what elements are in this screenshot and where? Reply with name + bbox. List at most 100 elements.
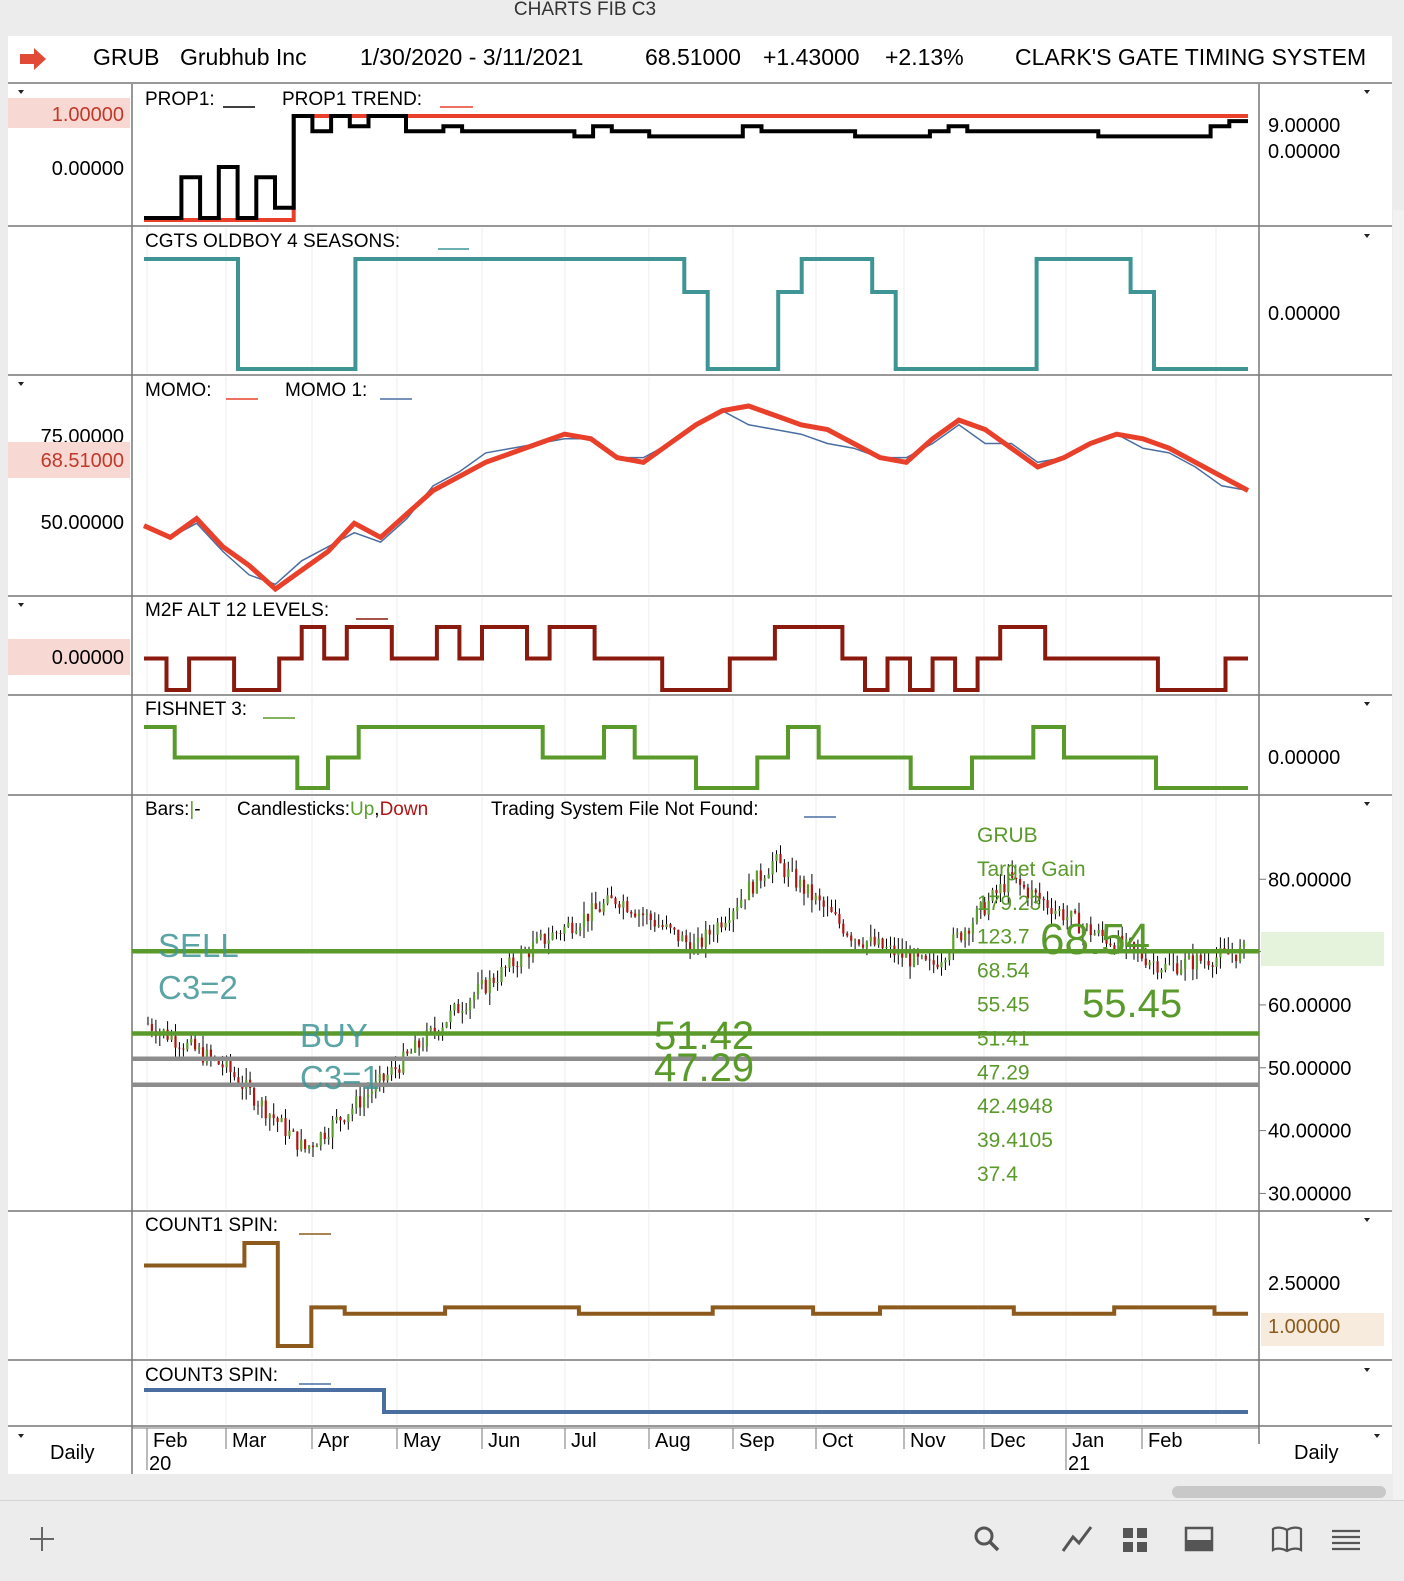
month-label: Dec [990, 1430, 1026, 1452]
fishnet-line [144, 725, 1248, 790]
m2f-label: M2F ALT 12 LEVELS: [145, 600, 329, 621]
collapse-triangle-icon[interactable] [1364, 1368, 1370, 1372]
month-label: Feb [153, 1430, 187, 1452]
target-list-item: GRUB [977, 824, 1038, 847]
target-list-item: 42.4948 [977, 1095, 1053, 1118]
level-label-51: 51.42 [654, 1014, 754, 1058]
momo-value-highlight [8, 442, 130, 478]
book-icon[interactable] [1267, 1519, 1307, 1559]
period-right[interactable]: Daily [1294, 1442, 1338, 1464]
month-label: Jun [488, 1430, 520, 1452]
panel-count1: COUNT1 SPIN: 2.50000 1.00000 [144, 1215, 1384, 1348]
grid-icon[interactable] [1115, 1519, 1155, 1559]
panel-m2f: 0.00000 M2F ALT 12 LEVELS: [8, 600, 1248, 692]
month-label: Feb [1148, 1430, 1182, 1452]
collapse-triangle-icon[interactable] [1364, 802, 1370, 806]
date-range: 1/30/2020 - 3/11/2021 [360, 44, 584, 70]
bars-swatch-dash: - [194, 799, 200, 820]
month-label: Jul [571, 1430, 597, 1452]
system-name: CLARK'S GATE TIMING SYSTEM [1015, 44, 1367, 70]
bars-swatch: | [189, 799, 194, 820]
month-label: Aug [655, 1430, 691, 1452]
oldboy-label: CGTS OLDBOY 4 SEASONS: [145, 231, 400, 252]
candles-up-label: Up [350, 799, 374, 820]
year-label: 20 [149, 1453, 171, 1474]
chart-svg[interactable]: 1.00000 0.00000 0.00000 9.00000 PROP1: P… [8, 84, 1392, 1475]
bars-label: Bars: [145, 799, 189, 820]
prop1-trend-label: PROP1 TREND: [282, 89, 422, 110]
m2f-axis-0: 0.00000 [52, 647, 124, 669]
momo1-line [143, 409, 1249, 586]
line-chart-icon[interactable] [1057, 1519, 1097, 1559]
system-file-label: Trading System File Not Found: [491, 799, 759, 820]
month-label: Mar [232, 1430, 267, 1452]
month-label: Jan [1072, 1430, 1104, 1452]
target-list-item: 179.23 [977, 892, 1041, 915]
candles-down-label: Down [380, 799, 429, 820]
search-icon[interactable] [967, 1519, 1007, 1559]
add-icon[interactable] [22, 1519, 62, 1559]
price-axis-label: 50.00000 [1268, 1058, 1351, 1080]
panel-oldboy: CGTS OLDBOY 4 SEASONS: 0.00000 [144, 231, 1340, 371]
fib-level-lines [132, 949, 1259, 1088]
horizontal-scrollbar[interactable] [1172, 1486, 1386, 1498]
collapse-triangle-icon[interactable] [18, 1434, 24, 1438]
window-title: CHARTS FIB C3 [513, 0, 657, 20]
buy-label-2: C3=1 [300, 1059, 380, 1096]
year-label: 21 [1068, 1453, 1090, 1474]
oldboy-right-axis: 0.00000 [1268, 303, 1340, 325]
last-price: 68.51000 [645, 44, 741, 70]
panel-prop1: 1.00000 0.00000 0.00000 9.00000 PROP1: P… [8, 89, 1381, 222]
momo-axis-50: 50.00000 [41, 512, 124, 534]
period-left[interactable]: Daily [50, 1442, 94, 1464]
collapse-triangle-icon[interactable] [18, 90, 24, 94]
collapse-triangle-icon[interactable] [1374, 1434, 1380, 1438]
collapse-triangle-icon[interactable] [18, 382, 24, 386]
vertical-scroll-track[interactable] [1393, 210, 1404, 1510]
prop1-line [144, 114, 1248, 220]
price-last-highlight [1261, 932, 1384, 966]
panel-fishnet: FISHNET 3: 0.00000 [144, 699, 1340, 790]
price-axis-label: 60.00000 [1268, 995, 1351, 1017]
buy-label-1: BUY [300, 1017, 368, 1054]
candles-comma: , [374, 799, 379, 820]
arrow-right-icon[interactable] [18, 46, 48, 72]
fishnet-right-axis: 0.00000 [1268, 747, 1340, 769]
collapse-triangle-icon[interactable] [1364, 90, 1370, 94]
time-axis: Feb Mar Apr May Jun Jul Aug Sep Oct Nov Dec Jan Feb2… [132, 1427, 1259, 1475]
chart-area[interactable]: 1.00000 0.00000 0.00000 9.00000 PROP1: P… [8, 84, 1392, 1475]
prop1-axis-0: 0.00000 [52, 158, 124, 180]
collapse-triangle-icon[interactable] [1364, 234, 1370, 238]
candles-label: Candlesticks: [237, 799, 350, 820]
month-label: Nov [910, 1430, 946, 1452]
price-change: +1.43000 [763, 44, 860, 70]
target-list-item: 68.54 [977, 960, 1030, 983]
panel-count3: COUNT3 SPIN: [144, 1365, 1248, 1414]
collapse-triangle-icon[interactable] [18, 603, 24, 607]
prop1-right-value-box [1261, 110, 1381, 138]
count3-label: COUNT3 SPIN: [145, 1365, 278, 1386]
count1-value-highlight [1261, 1313, 1384, 1346]
month-label: May [403, 1430, 441, 1452]
sell-label-1: SELL [158, 927, 239, 964]
price-axis-label: 30.00000 [1268, 1183, 1351, 1205]
list-icon[interactable] [1326, 1519, 1366, 1559]
count1-axis-2-5: 2.50000 [1268, 1273, 1340, 1295]
prop1-value-highlight [8, 98, 130, 128]
company-name: Grubhub Inc [180, 44, 307, 70]
panel-layout-icon[interactable] [1179, 1519, 1219, 1559]
level-label-55: 55.45 [1082, 982, 1182, 1026]
prop1-right-axis-lower: 0.00000 [1268, 141, 1340, 163]
collapse-triangle-icon[interactable] [1364, 1218, 1370, 1222]
count1-label: COUNT1 SPIN: [145, 1215, 278, 1236]
price-axis: 80.0000068.5100060.0000050.0000040.00000… [1259, 869, 1351, 1205]
panel-collapse-icons[interactable] [18, 90, 1380, 1438]
target-list-item: Target Gain [977, 858, 1086, 881]
prop1-right-axis-upper: 9.00000 [1268, 115, 1340, 137]
count1-axis-1: 1.00000 [1268, 1316, 1340, 1338]
month-label: Sep [739, 1430, 775, 1452]
count1-line [144, 1241, 1248, 1348]
level-label-68: 68.54 [1040, 915, 1150, 964]
panel-frames [8, 84, 1392, 1474]
collapse-triangle-icon[interactable] [1364, 702, 1370, 706]
